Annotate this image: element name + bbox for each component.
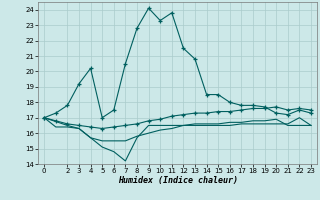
X-axis label: Humidex (Indice chaleur): Humidex (Indice chaleur) (118, 176, 238, 185)
